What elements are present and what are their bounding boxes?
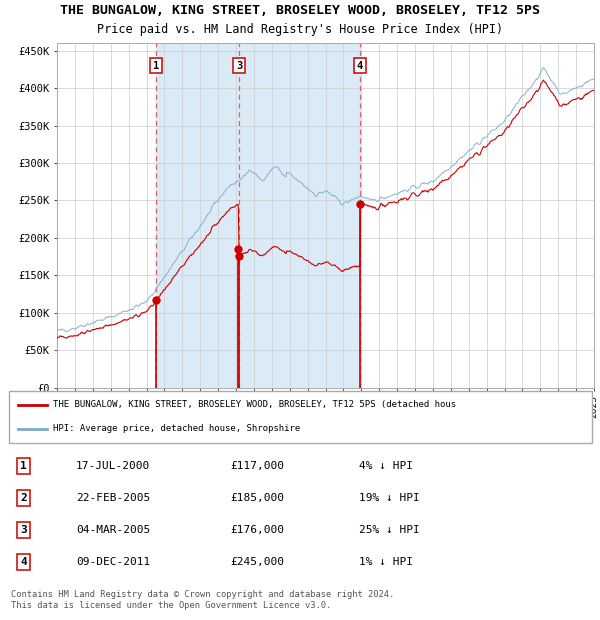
Text: 1: 1 [20,461,27,471]
Text: Price paid vs. HM Land Registry's House Price Index (HPI): Price paid vs. HM Land Registry's House … [97,23,503,36]
Text: 19% ↓ HPI: 19% ↓ HPI [359,493,419,503]
Text: £117,000: £117,000 [230,461,284,471]
Text: THE BUNGALOW, KING STREET, BROSELEY WOOD, BROSELEY, TF12 5PS (detached hous: THE BUNGALOW, KING STREET, BROSELEY WOOD… [53,401,456,409]
Text: 04-MAR-2005: 04-MAR-2005 [76,525,151,535]
Text: 3: 3 [20,525,27,535]
FancyBboxPatch shape [9,391,592,443]
Text: 4: 4 [357,61,363,71]
Text: 25% ↓ HPI: 25% ↓ HPI [359,525,419,535]
Text: £176,000: £176,000 [230,525,284,535]
Text: 3: 3 [236,61,242,71]
Text: 2: 2 [20,493,27,503]
Bar [156,43,360,388]
Text: 1: 1 [153,61,159,71]
Text: 17-JUL-2000: 17-JUL-2000 [76,461,151,471]
Text: Contains HM Land Registry data © Crown copyright and database right 2024.
This d: Contains HM Land Registry data © Crown c… [11,590,394,609]
Text: 1% ↓ HPI: 1% ↓ HPI [359,557,413,567]
Text: 4% ↓ HPI: 4% ↓ HPI [359,461,413,471]
Text: THE BUNGALOW, KING STREET, BROSELEY WOOD, BROSELEY, TF12 5PS: THE BUNGALOW, KING STREET, BROSELEY WOOD… [60,4,540,17]
Text: 4: 4 [20,557,27,567]
Text: HPI: Average price, detached house, Shropshire: HPI: Average price, detached house, Shro… [53,424,300,433]
Text: 22-FEB-2005: 22-FEB-2005 [76,493,151,503]
Text: £245,000: £245,000 [230,557,284,567]
Text: £185,000: £185,000 [230,493,284,503]
Text: 09-DEC-2011: 09-DEC-2011 [76,557,151,567]
